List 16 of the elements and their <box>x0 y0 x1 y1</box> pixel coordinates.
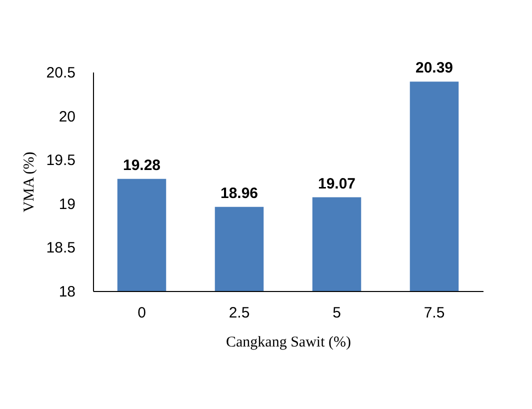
x-tick-label: 2.5 <box>228 304 250 322</box>
data-label: 19.07 <box>318 175 356 192</box>
y-tick-label: 20 <box>58 108 76 126</box>
x-tick-label: 0 <box>138 304 146 322</box>
y-axis-title: VMA (%) <box>21 152 38 212</box>
data-label: 19.28 <box>122 156 161 174</box>
y-tick-label: 18.5 <box>46 240 76 257</box>
y-tick-label: 18 <box>58 284 76 300</box>
data-label: 20.39 <box>415 60 454 77</box>
y-tick-label: 20.5 <box>46 64 76 82</box>
y-tick-label: 19.5 <box>46 152 76 170</box>
y-tick-label: 19 <box>58 196 76 213</box>
x-axis-title: Cangkang Sawit (%) <box>226 334 351 350</box>
data-label: 18.96 <box>220 184 258 202</box>
x-tick-label: 7.5 <box>424 304 445 322</box>
x-tick-label: 5 <box>332 304 341 322</box>
